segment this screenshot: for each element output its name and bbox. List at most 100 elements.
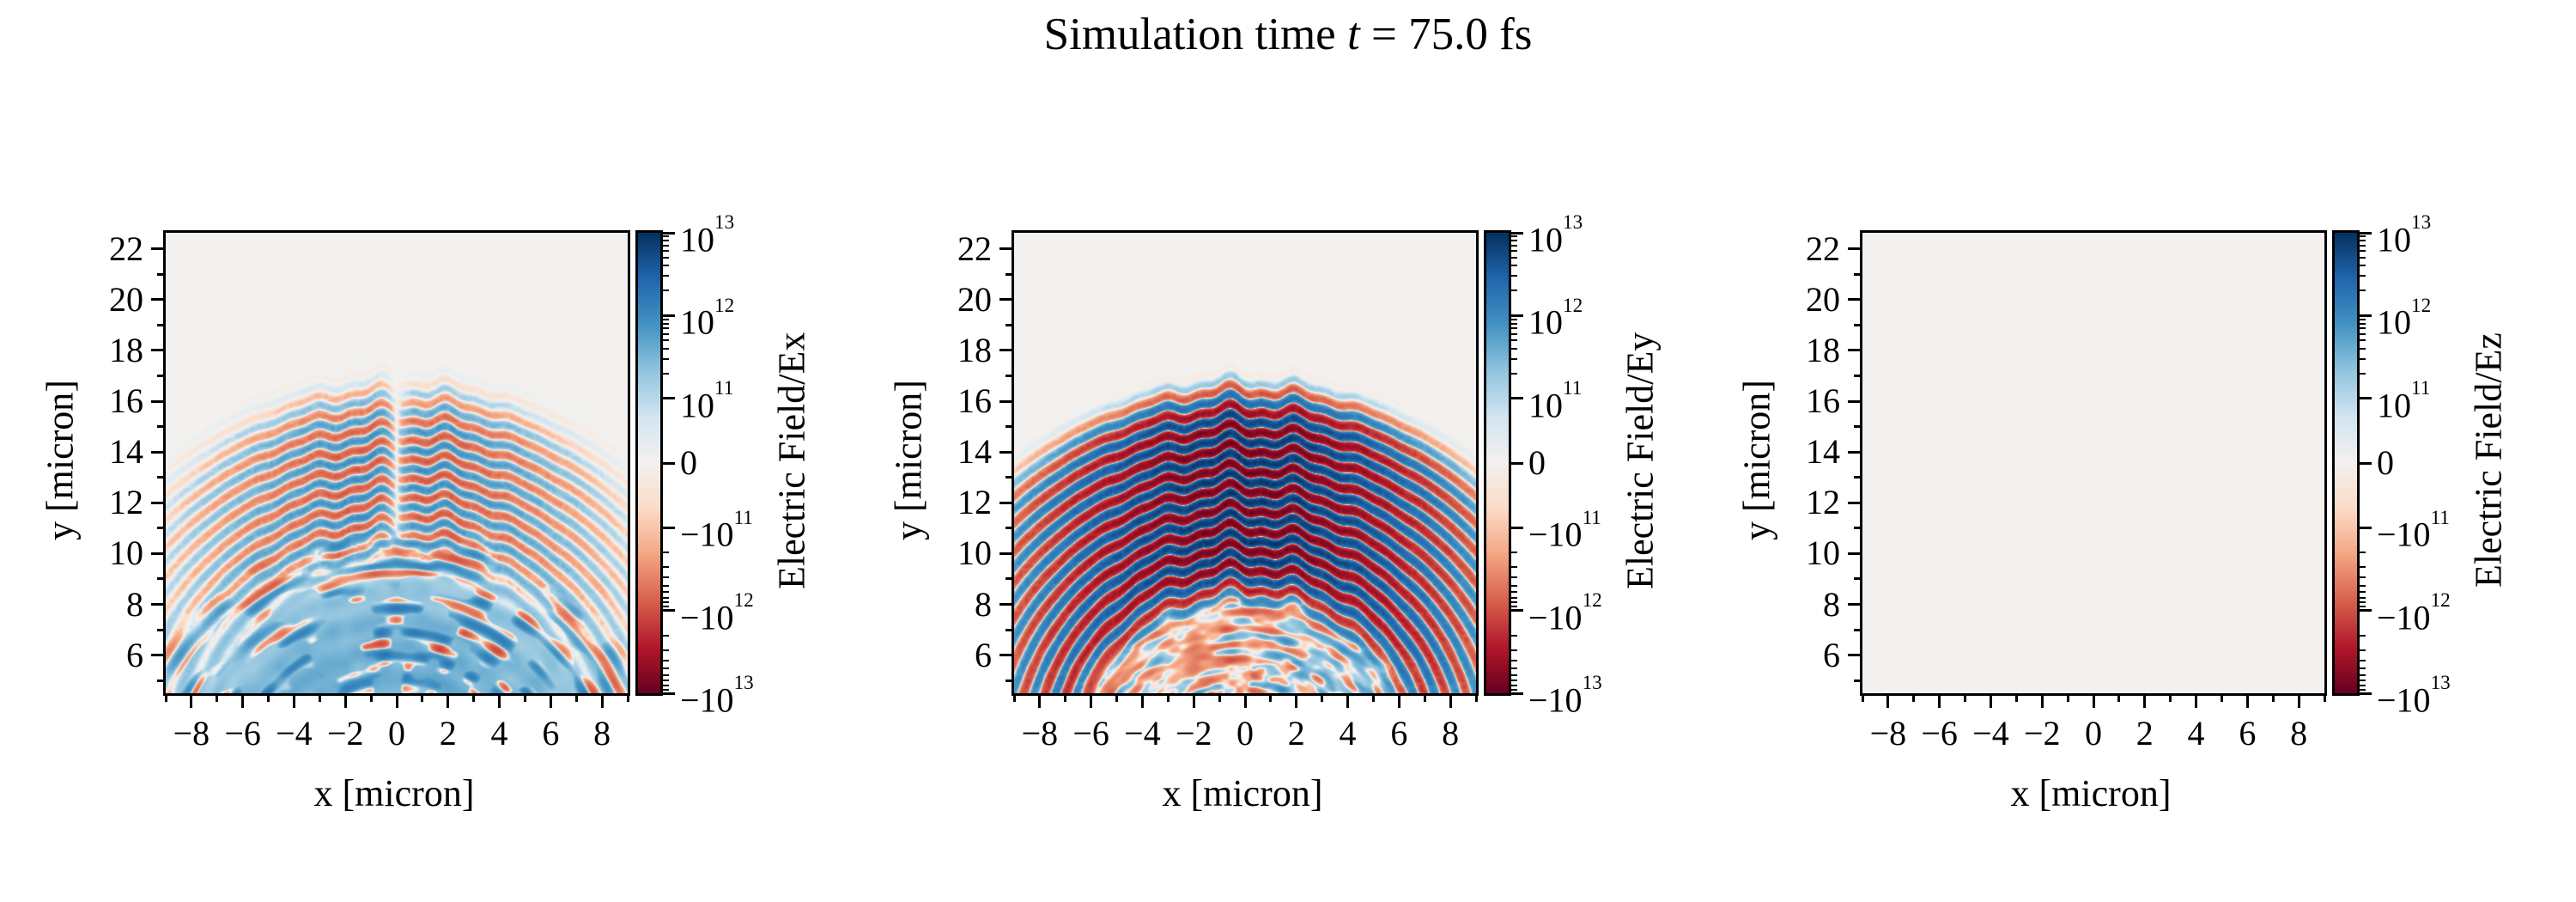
x-major-tick	[2195, 693, 2198, 708]
colorbar-minor-tick	[2357, 584, 2366, 587]
colorbar-minor-tick	[1509, 659, 1517, 661]
colorbar-minor-tick	[1509, 250, 1517, 253]
title-prefix: Simulation time	[1043, 9, 1347, 59]
y-minor-tick	[1854, 679, 1862, 682]
x-tick-label: 2	[439, 714, 457, 753]
x-major-tick	[1886, 693, 1890, 708]
colorbar-tick-exponent: 13	[1563, 211, 1583, 235]
colorbar-minor-tick	[660, 688, 669, 691]
x-minor-tick	[267, 693, 270, 702]
x-minor-tick	[1218, 693, 1221, 702]
x-minor-tick	[1166, 693, 1170, 702]
x-minor-tick	[369, 693, 373, 702]
x-minor-tick	[318, 693, 321, 702]
x-major-tick	[1989, 693, 1992, 708]
y-major-tick	[1848, 399, 1862, 403]
colorbar-tick-exponent: 13	[714, 211, 735, 235]
x-tick-label: 4	[490, 714, 508, 753]
colorbar-minor-tick	[2357, 265, 2366, 267]
colorbar-minor-tick	[2357, 318, 2366, 320]
colorbar-major-tick	[2357, 609, 2372, 613]
y-tick-label: 12	[957, 483, 992, 522]
colorbar-minor-tick	[660, 659, 669, 661]
colorbar-minor-tick	[2357, 566, 2366, 569]
colorbar-minor-tick	[2357, 596, 2366, 599]
y-major-tick	[1848, 247, 1862, 251]
colorbar-tick-label: 1012	[680, 294, 735, 342]
x-minor-tick	[472, 693, 476, 702]
colorbar-minor-tick	[660, 634, 669, 637]
x-major-tick	[1346, 693, 1350, 708]
colorbar-minor-tick	[2357, 684, 2366, 686]
colorbar-major-tick	[1509, 397, 1523, 400]
colorbar-minor-tick	[1509, 680, 1517, 682]
colorbar-gradient-1	[1486, 233, 1509, 693]
colorbar-minor-tick	[660, 235, 669, 238]
y-minor-tick	[1854, 628, 1862, 631]
colorbar-tick-label: −1013	[1528, 672, 1602, 720]
colorbar-minor-tick	[1509, 235, 1517, 238]
colorbar-major-tick	[1509, 461, 1523, 465]
colorbar-minor-tick	[1509, 576, 1517, 579]
colorbar-minor-tick	[660, 322, 669, 325]
colorbar-minor-tick	[660, 240, 669, 242]
colorbar-minor-tick	[660, 372, 669, 375]
colorbar-minor-tick	[1509, 591, 1517, 594]
colorbar-tick-label: 0	[680, 443, 697, 482]
colorbar-major-tick	[660, 526, 675, 529]
y-minor-tick	[157, 679, 166, 682]
colorbar-minor-tick	[660, 347, 669, 350]
y-minor-tick	[1005, 679, 1014, 682]
colorbar-minor-tick	[660, 576, 669, 579]
x-minor-tick	[2220, 693, 2223, 702]
y-tick-label: 10	[1806, 533, 1840, 573]
y-tick-label: 22	[957, 229, 992, 268]
x-tick-label: 4	[1339, 714, 1357, 753]
x-minor-tick	[1115, 693, 1119, 702]
x-tick-label: 8	[593, 714, 611, 753]
y-major-tick	[999, 552, 1014, 555]
colorbar-tick-label: −1011	[2377, 506, 2450, 554]
colorbar-minor-tick	[660, 339, 669, 342]
colorbar-tick-exponent: 12	[2411, 294, 2432, 317]
figure-title: Simulation time t = 75.0 fs	[0, 9, 2576, 60]
colorbar-minor-tick	[660, 552, 669, 554]
y-major-tick	[999, 399, 1014, 403]
y-minor-tick	[1854, 272, 1862, 276]
y-minor-tick	[1854, 476, 1862, 479]
colorbar-major-tick	[1509, 314, 1523, 317]
x-major-tick	[2040, 693, 2044, 708]
y-major-tick	[1848, 450, 1862, 454]
x-minor-tick	[1012, 693, 1016, 702]
colorbar-tick-label: 1012	[2377, 294, 2432, 342]
colorbar-minor-tick	[2357, 244, 2366, 247]
colorbar-minor-tick	[660, 606, 669, 608]
colorbar-tick-exponent: 11	[733, 506, 753, 529]
x-major-tick	[1090, 693, 1093, 708]
colorbar-minor-tick	[660, 244, 669, 247]
y-minor-tick	[1854, 323, 1862, 326]
x-minor-tick	[2117, 693, 2121, 702]
colorbar-minor-tick	[2357, 688, 2366, 691]
colorbar-minor-tick	[1509, 265, 1517, 267]
colorbar-minor-tick	[2357, 634, 2366, 637]
y-major-tick	[999, 349, 1014, 352]
x-major-tick	[1192, 693, 1195, 708]
colorbar-tick-exponent: 13	[733, 672, 754, 695]
y-major-tick	[999, 654, 1014, 657]
colorbar-minor-tick	[1509, 552, 1517, 554]
colorbar-major-tick	[660, 692, 675, 695]
x-tick-label: 6	[1390, 714, 1408, 753]
colorbar-minor-tick	[660, 584, 669, 587]
colorbar-tick-exponent: 12	[2430, 589, 2451, 612]
y-major-tick	[151, 399, 166, 403]
plot-area-2: −8 −6 −4 −2 0 2 4 6 8 6 8 10 12 14 16 18 20 22	[1806, 229, 2327, 753]
x-minor-tick	[574, 693, 578, 702]
x-major-tick	[2297, 693, 2300, 708]
x-tick-label: 0	[1236, 714, 1254, 753]
x-tick-label: 0	[2085, 714, 2102, 753]
y-tick-label: 20	[957, 279, 992, 319]
y-minor-tick	[157, 628, 166, 631]
x-axis-label-1: x [micron]	[1162, 772, 1323, 814]
